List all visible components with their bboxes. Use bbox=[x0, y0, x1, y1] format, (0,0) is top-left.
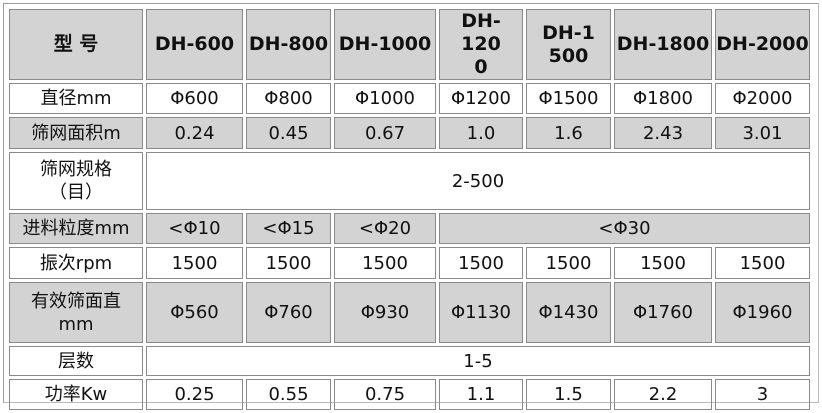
cell: 0.67 bbox=[334, 117, 436, 149]
cell: 1500 bbox=[715, 247, 810, 279]
header-row: 型 号 DH-600 DH-800 DH-1000 DH-1200 DH-150… bbox=[9, 9, 810, 80]
row-label: 功率Kw bbox=[9, 379, 143, 410]
cell: 1.5 bbox=[526, 379, 611, 410]
row-label: 直径mm bbox=[9, 83, 143, 114]
row-label: 有效筛面直mm bbox=[9, 282, 143, 343]
model-header: DH-1500 bbox=[526, 9, 611, 80]
cell: 3 bbox=[715, 379, 810, 410]
cell: Φ760 bbox=[246, 282, 331, 343]
header-label: 型 号 bbox=[9, 9, 143, 80]
table-row: 筛网面积m 0.24 0.45 0.67 1.0 1.6 2.43 3.01 bbox=[9, 117, 810, 149]
cell: Φ1200 bbox=[439, 83, 523, 114]
spec-table-frame: 型 号 DH-600 DH-800 DH-1000 DH-1200 DH-150… bbox=[3, 3, 819, 410]
table-row: 有效筛面直mm Φ560 Φ760 Φ930 Φ1130 Φ1430 Φ1760… bbox=[9, 282, 810, 343]
model-header: DH-2000 bbox=[715, 9, 810, 80]
cell: Φ1960 bbox=[715, 282, 810, 343]
row-label: 筛网面积m bbox=[9, 117, 143, 149]
cell: Φ1760 bbox=[614, 282, 712, 343]
cell: 1.6 bbox=[526, 117, 611, 149]
row-label: 层数 bbox=[9, 346, 143, 376]
cell: Φ1800 bbox=[614, 83, 712, 114]
cell: 1500 bbox=[146, 247, 243, 279]
cell: Φ600 bbox=[146, 83, 243, 114]
cell: <Φ20 bbox=[334, 213, 436, 244]
cell: 1500 bbox=[246, 247, 331, 279]
spec-table: 型 号 DH-600 DH-800 DH-1000 DH-1200 DH-150… bbox=[6, 6, 813, 413]
cell: 1500 bbox=[334, 247, 436, 279]
cell: Φ1000 bbox=[334, 83, 436, 114]
merged-cell: 1-5 bbox=[146, 346, 810, 376]
cell: 0.55 bbox=[246, 379, 331, 410]
cell: Φ800 bbox=[246, 83, 331, 114]
row-label: 筛网规格（目） bbox=[9, 152, 143, 210]
model-header: DH-1200 bbox=[439, 9, 523, 80]
table-row: 层数 1-5 bbox=[9, 346, 810, 376]
cell: 1.0 bbox=[439, 117, 523, 149]
row-label: 振次rpm bbox=[9, 247, 143, 279]
cell: <Φ10 bbox=[146, 213, 243, 244]
cell: Φ1500 bbox=[526, 83, 611, 114]
cell: 0.45 bbox=[246, 117, 331, 149]
row-label: 进料粒度mm bbox=[9, 213, 143, 244]
cell: 0.24 bbox=[146, 117, 243, 149]
table-row: 直径mm Φ600 Φ800 Φ1000 Φ1200 Φ1500 Φ1800 Φ… bbox=[9, 83, 810, 114]
model-header: DH-1800 bbox=[614, 9, 712, 80]
cell: 1500 bbox=[614, 247, 712, 279]
merged-cell: <Φ30 bbox=[439, 213, 810, 244]
cell: 0.75 bbox=[334, 379, 436, 410]
cell: 2.43 bbox=[614, 117, 712, 149]
cell: 2.2 bbox=[614, 379, 712, 410]
model-header: DH-600 bbox=[146, 9, 243, 80]
cell: 1500 bbox=[526, 247, 611, 279]
model-header: DH-1000 bbox=[334, 9, 436, 80]
model-header: DH-800 bbox=[246, 9, 331, 80]
table-row: 筛网规格（目） 2-500 bbox=[9, 152, 810, 210]
table-row: 功率Kw 0.25 0.55 0.75 1.1 1.5 2.2 3 bbox=[9, 379, 810, 410]
cell: 0.25 bbox=[146, 379, 243, 410]
table-row: 进料粒度mm <Φ10 <Φ15 <Φ20 <Φ30 bbox=[9, 213, 810, 244]
cell: Φ2000 bbox=[715, 83, 810, 114]
cell: Φ930 bbox=[334, 282, 436, 343]
cell: Φ560 bbox=[146, 282, 243, 343]
cell: 1500 bbox=[439, 247, 523, 279]
cell: Φ1430 bbox=[526, 282, 611, 343]
cell: Φ1130 bbox=[439, 282, 523, 343]
cell: <Φ15 bbox=[246, 213, 331, 244]
cell: 1.1 bbox=[439, 379, 523, 410]
merged-cell: 2-500 bbox=[146, 152, 810, 210]
table-row: 振次rpm 1500 1500 1500 1500 1500 1500 1500 bbox=[9, 247, 810, 279]
cell: 3.01 bbox=[715, 117, 810, 149]
